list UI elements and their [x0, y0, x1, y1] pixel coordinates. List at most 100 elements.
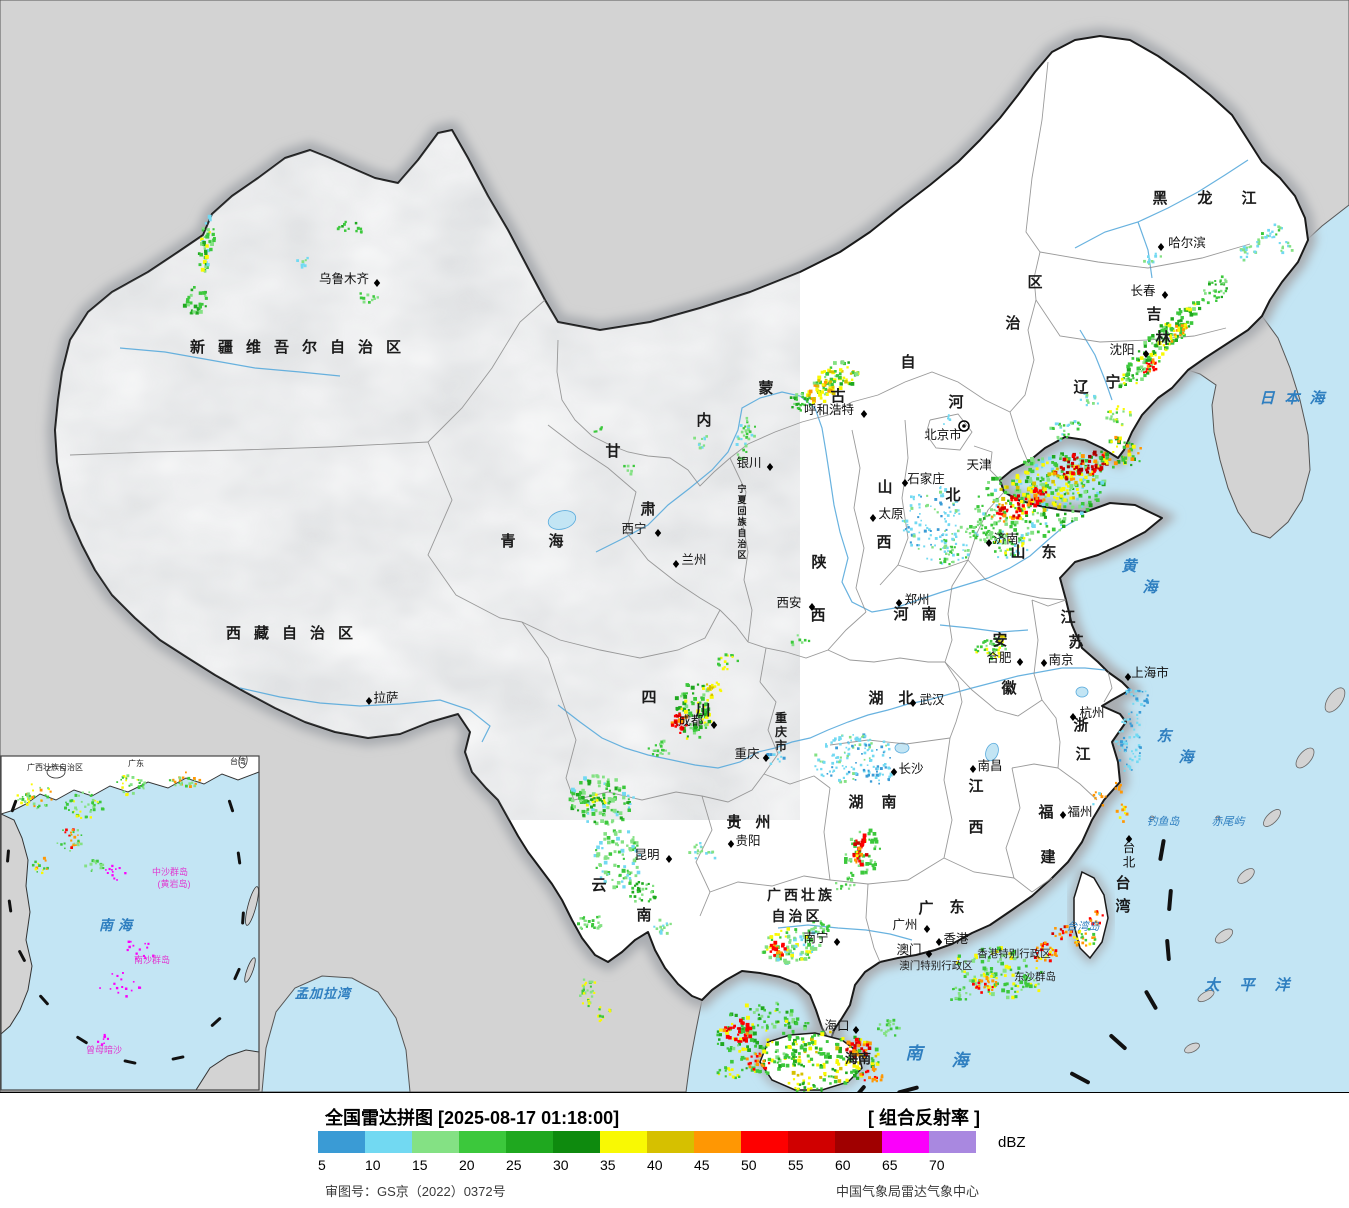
city-label: 昆明	[634, 848, 659, 862]
province-label: 安	[992, 631, 1007, 649]
sea-label: 孟加拉湾	[295, 986, 353, 1001]
city-label: 呼和浩特	[804, 402, 854, 417]
province-label: 西	[876, 534, 891, 551]
city-markers	[365, 243, 1169, 1034]
legend-scale-value: 70	[929, 1157, 945, 1173]
city-marker-diamond	[890, 768, 898, 776]
legend-scale-block: 50	[741, 1131, 788, 1173]
city-marker-diamond	[969, 765, 977, 773]
province-label: 山	[877, 479, 892, 496]
city-label: 武汉	[919, 693, 945, 707]
legend-scale-value: 45	[694, 1157, 710, 1173]
province-label: 肃	[640, 500, 655, 518]
inset-label: 南沙群岛	[134, 954, 170, 965]
city-label: 香港	[943, 932, 969, 946]
legend-scale-value: 65	[882, 1157, 898, 1173]
province-label: 自	[900, 353, 915, 371]
legend-scale-value: 35	[600, 1157, 616, 1173]
legend-scale-value: 40	[647, 1157, 663, 1173]
radar-echo-layer	[182, 214, 1294, 1097]
legend-scale-block: 5	[318, 1131, 365, 1173]
inset-label: 南海	[99, 917, 137, 933]
sea-label: 海	[1142, 579, 1160, 596]
sea-label: 海	[1178, 749, 1196, 766]
city-label: 广州	[892, 918, 917, 932]
legend-scale-block: 25	[506, 1131, 553, 1173]
sea-label: 海	[952, 1051, 972, 1070]
inset-label: 广西壮族自治区	[27, 762, 83, 772]
city-label: 拉萨	[373, 690, 398, 705]
city-marker-diamond	[365, 697, 373, 705]
city-label: 南昌	[977, 758, 1002, 773]
city-label: 上海市	[1131, 665, 1169, 680]
city-marker-diamond	[1016, 658, 1024, 666]
province-label: 台	[1115, 874, 1130, 892]
city-marker-diamond	[665, 855, 673, 863]
offshore-island	[1324, 687, 1346, 713]
province-label: 治	[1005, 314, 1020, 332]
radar-map-canvas: 新疆维吾尔自治区西藏自治区青 海甘肃内蒙 古自治区黑龙江吉林辽 宁河北山西山 东河南江苏…	[0, 0, 1349, 1103]
city-label: 长春	[1130, 284, 1156, 298]
city-marker-diamond	[710, 721, 718, 729]
province-label: 南	[636, 906, 651, 924]
legend-scale-value: 15	[412, 1157, 428, 1173]
province-label: 四	[641, 689, 656, 706]
city-label: 福州	[1067, 804, 1092, 819]
city-marker-diamond	[852, 1026, 860, 1034]
small-label: 东沙群岛	[1014, 970, 1056, 983]
legend-scale-value: 60	[835, 1157, 851, 1173]
city-label: 济南	[993, 531, 1018, 546]
legend-scale-value: 20	[459, 1157, 475, 1173]
legend-scale-block: 55	[788, 1131, 835, 1173]
legend-scale-block: 35	[600, 1131, 647, 1173]
legend-scale-block: 60	[835, 1131, 882, 1173]
province-label: 湖	[868, 690, 883, 707]
province-label: 林	[1155, 329, 1171, 347]
sea-label: 日本海	[1259, 390, 1334, 407]
city-label: 兰州	[681, 553, 706, 567]
sea-label: 台湾岛	[1067, 920, 1101, 933]
capital-marker	[958, 420, 970, 432]
city-marker-diamond	[860, 410, 868, 418]
city-marker-diamond	[672, 560, 680, 568]
province-label: 陕	[811, 553, 826, 571]
city-marker-diamond	[1161, 291, 1169, 299]
province-label: 湾	[1115, 897, 1130, 915]
province-label: 徽	[1000, 679, 1017, 697]
inset-label: (黄岩岛)	[158, 878, 191, 889]
legend-scale-value: 50	[741, 1157, 757, 1173]
city-label: 杭州	[1079, 705, 1104, 720]
city-label: 乌鲁木齐	[319, 271, 370, 286]
legend-scale-value: 55	[788, 1157, 804, 1173]
city-label: 南京	[1048, 652, 1073, 667]
sea-label: 赤尾屿	[1212, 815, 1247, 828]
province-label: 江	[1060, 608, 1075, 626]
inset-label: 台湾	[230, 756, 246, 766]
province-label: 北	[898, 690, 913, 707]
city-label: 贵阳	[735, 834, 760, 848]
offshore-island	[1263, 809, 1281, 827]
city-marker-diamond	[808, 603, 816, 611]
province-label: 东	[949, 898, 964, 916]
city-marker-diamond	[901, 479, 909, 487]
offshore-island	[1214, 928, 1234, 944]
province-label: 青	[500, 532, 515, 550]
city-marker-diamond	[985, 539, 993, 547]
city-label: 长沙	[898, 762, 924, 776]
city-label: 西安	[776, 595, 801, 610]
province-label: 海南	[845, 1051, 871, 1066]
sea-label: 黄	[1121, 558, 1138, 575]
province-label: 江	[1241, 189, 1256, 207]
legend-scale-value: 5	[318, 1157, 326, 1173]
small-label: 澳门特别行政区	[899, 959, 973, 972]
province-label: 苏	[1068, 633, 1083, 651]
city-marker-diamond	[1157, 243, 1165, 251]
city-label: 郑州	[904, 592, 929, 607]
province-label: 广西壮族	[767, 887, 835, 903]
city-marker-diamond	[935, 938, 943, 946]
city-marker-diamond	[909, 699, 917, 707]
province-label: 西	[968, 819, 983, 836]
city-marker-diamond	[833, 938, 841, 946]
legend-scale-block: 70	[929, 1131, 976, 1173]
legend-unit: dBZ	[998, 1134, 1026, 1151]
